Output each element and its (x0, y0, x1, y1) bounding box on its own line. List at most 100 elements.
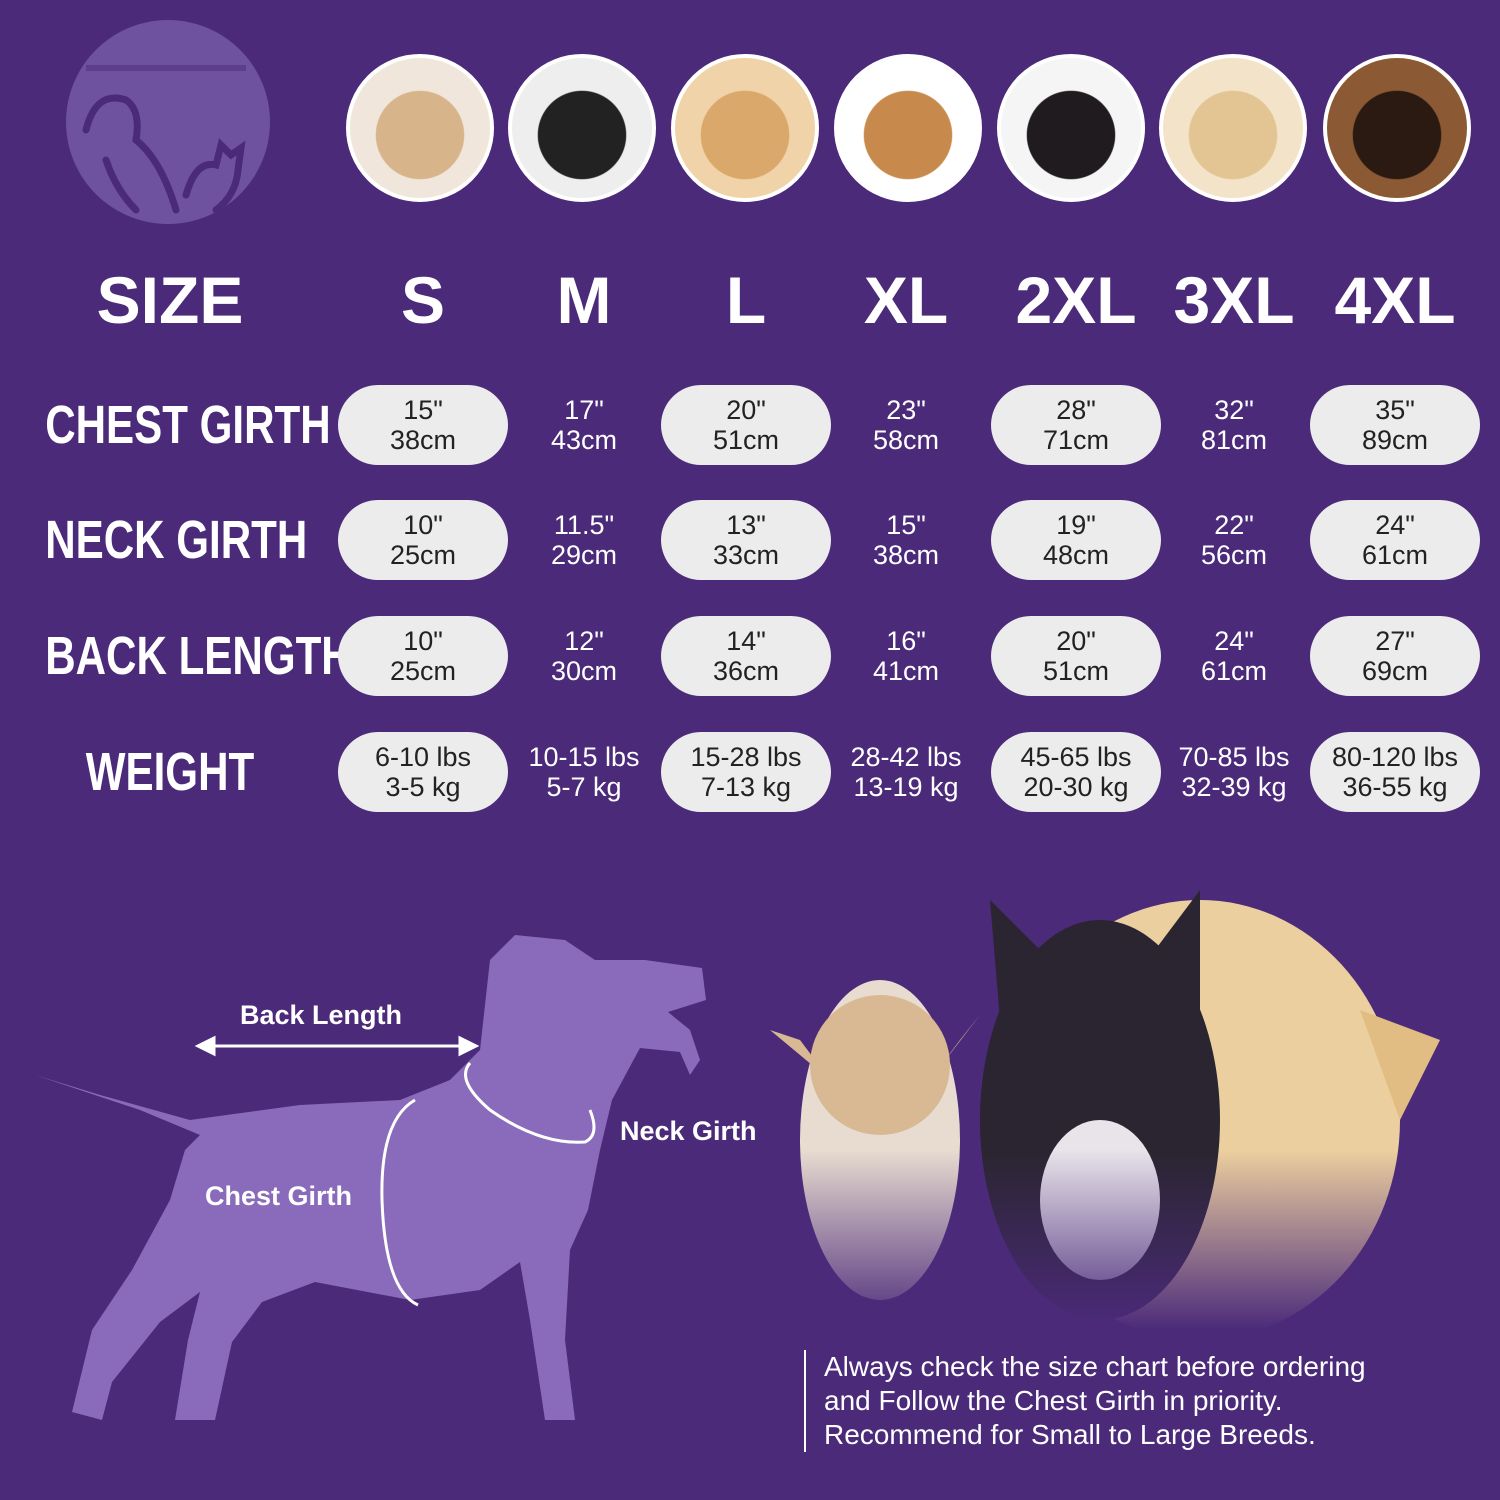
cell-pill (1310, 500, 1480, 580)
cell-metric: 81cm (1200, 425, 1268, 455)
cell-metric: 38cm (389, 425, 457, 455)
cell-imperial: 22" (1214, 510, 1254, 540)
cell-imperial: 23" (886, 395, 926, 425)
dog-photo-cocker-spaniel (671, 54, 819, 202)
size-cell: 24" 61cm (1159, 616, 1309, 696)
size-cell: 15" 38cm (348, 385, 498, 465)
cell-metric: 29cm (550, 540, 618, 570)
chest-girth-label: Chest Girth (205, 1181, 353, 1211)
size-cell: 15-28 lbs 7-13 kg (671, 732, 821, 812)
cell-metric: 33cm (712, 540, 780, 570)
dog-photo-doberman (1323, 54, 1471, 202)
cell-metric: 61cm (1361, 540, 1429, 570)
cell-metric: 5-7 kg (546, 772, 622, 802)
cell-metric: 25cm (389, 656, 457, 686)
size-header: XL (863, 263, 949, 337)
dog-photo-shih-tzu (346, 54, 494, 202)
size-note: Always check the size chart before order… (804, 1350, 1366, 1452)
pet-logo (66, 20, 270, 224)
cell-metric: 51cm (712, 425, 780, 455)
size-cell: 15" 38cm (831, 500, 981, 580)
cell-metric: 30cm (550, 656, 618, 686)
size-cell: 12" 30cm (509, 616, 659, 696)
cell-imperial: 20" (726, 395, 766, 425)
size-cell: 24" 61cm (1320, 500, 1470, 580)
note-line: Recommend for Small to Large Breeds. (824, 1419, 1316, 1450)
cell-pill (661, 732, 831, 812)
size-cell: 20" 51cm (671, 385, 821, 465)
cell-imperial: 70-85 lbs (1178, 742, 1290, 772)
size-cell: 80-120 lbs 36-55 kg (1320, 732, 1470, 812)
size-cell: 28-42 lbs 13-19 kg (831, 732, 981, 812)
dogs-group-photo (760, 880, 1460, 1330)
dog-cat-icon (82, 65, 246, 214)
cell-metric: 38cm (872, 540, 940, 570)
size-cell: 20" 51cm (1001, 616, 1151, 696)
size-cell: 22" 56cm (1159, 500, 1309, 580)
note-line: Always check the size chart before order… (824, 1351, 1366, 1382)
size-cell: 23" 58cm (831, 385, 981, 465)
cell-imperial: 10" (403, 510, 443, 540)
cell-imperial: 10" (403, 626, 443, 656)
size-cell: 27" 69cm (1320, 616, 1470, 696)
cell-imperial: 28" (1056, 395, 1096, 425)
cell-pill (1310, 616, 1480, 696)
size-header: 2XL (1015, 263, 1137, 337)
cell-metric: 43cm (550, 425, 618, 455)
size-header: L (725, 263, 767, 337)
cell-imperial: 6-10 lbs (374, 742, 472, 772)
cell-imperial: 11.5" (553, 510, 615, 540)
cell-imperial: 13" (726, 510, 766, 540)
cell-pill (338, 732, 508, 812)
size-cell: 10-15 lbs 5-7 kg (509, 732, 659, 812)
dog-photo-boston-terrier (508, 54, 656, 202)
size-cell: 28" 71cm (1001, 385, 1151, 465)
cell-metric: 58cm (872, 425, 940, 455)
cell-imperial: 45-65 lbs (1020, 742, 1132, 772)
size-cell: 10" 25cm (348, 616, 498, 696)
size-label: SIZE (96, 263, 244, 337)
cell-imperial: 32" (1214, 395, 1254, 425)
cell-imperial: 12" (564, 626, 604, 656)
cell-metric: 7-13 kg (700, 772, 792, 802)
cell-pill (1310, 732, 1480, 812)
cell-metric: 20-30 kg (1023, 772, 1129, 802)
cell-imperial: 15" (886, 510, 926, 540)
cell-imperial: 24" (1214, 626, 1254, 656)
cell-imperial: 27" (1375, 626, 1415, 656)
size-cell: 17" 43cm (509, 385, 659, 465)
note-line: and Follow the Chest Girth in priority. (824, 1385, 1283, 1416)
cell-imperial: 17" (564, 395, 604, 425)
back-length-label: Back Length (240, 1000, 403, 1030)
cell-metric: 32-39 kg (1181, 772, 1287, 802)
cell-metric: 61cm (1200, 656, 1268, 686)
size-header: S (400, 263, 446, 337)
cell-imperial: 24" (1375, 510, 1415, 540)
cell-metric: 48cm (1042, 540, 1110, 570)
cell-metric: 41cm (872, 656, 940, 686)
row-label: NECK GIRTH (45, 510, 308, 570)
cell-metric: 51cm (1042, 656, 1110, 686)
cell-metric: 71cm (1042, 425, 1110, 455)
size-cell: 10" 25cm (348, 500, 498, 580)
cell-pill (991, 500, 1161, 580)
cell-imperial: 80-120 lbs (1331, 742, 1459, 772)
cell-imperial: 35" (1375, 395, 1415, 425)
size-cell: 70-85 lbs 32-39 kg (1159, 732, 1309, 812)
dog-photo-beagle (834, 54, 982, 202)
cell-imperial: 20" (1056, 626, 1096, 656)
size-cell: 6-10 lbs 3-5 kg (348, 732, 498, 812)
cell-pill (661, 385, 831, 465)
cell-pill (991, 732, 1161, 812)
size-cell: 32" 81cm (1159, 385, 1309, 465)
cell-imperial: 19" (1056, 510, 1096, 540)
cell-metric: 89cm (1361, 425, 1429, 455)
row-label: WEIGHT (85, 742, 255, 802)
size-header: 3XL (1173, 263, 1295, 337)
size-cell: 19" 48cm (1001, 500, 1151, 580)
cell-pill (991, 385, 1161, 465)
size-header: 4XL (1334, 263, 1456, 337)
cell-imperial: 16" (886, 626, 926, 656)
dog-silhouette (35, 935, 706, 1420)
size-cell: 16" 41cm (831, 616, 981, 696)
